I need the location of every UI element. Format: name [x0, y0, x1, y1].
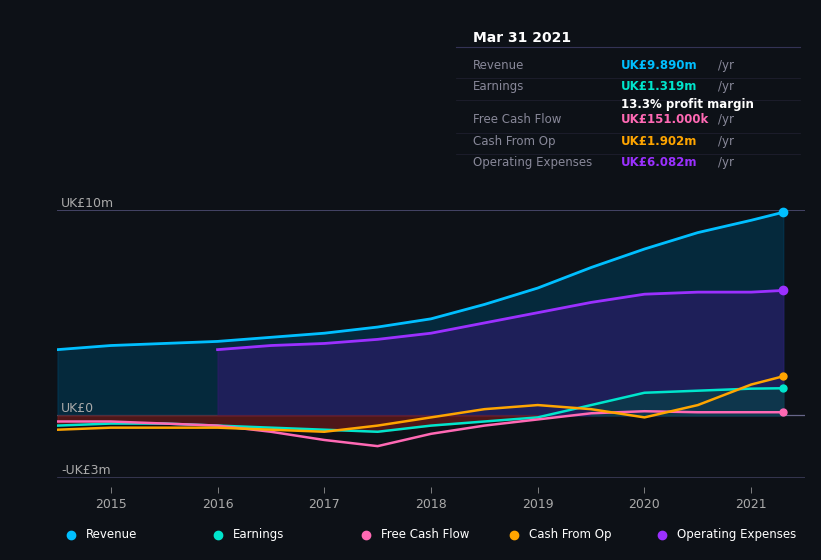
Text: Cash From Op: Cash From Op	[529, 528, 611, 542]
Text: /yr: /yr	[718, 59, 734, 72]
Text: UK£1.902m: UK£1.902m	[621, 134, 698, 148]
Text: /yr: /yr	[718, 134, 734, 148]
Text: UK£10m: UK£10m	[62, 197, 114, 210]
Text: Free Cash Flow: Free Cash Flow	[473, 113, 562, 126]
Text: /yr: /yr	[718, 156, 734, 169]
Text: -UK£3m: -UK£3m	[62, 464, 111, 477]
Text: UK£9.890m: UK£9.890m	[621, 59, 698, 72]
Text: Earnings: Earnings	[473, 80, 525, 93]
Text: Free Cash Flow: Free Cash Flow	[381, 528, 470, 542]
Text: Operating Expenses: Operating Expenses	[473, 156, 592, 169]
Text: /yr: /yr	[718, 113, 734, 126]
Text: UK£6.082m: UK£6.082m	[621, 156, 698, 169]
Text: Revenue: Revenue	[473, 59, 525, 72]
Text: Revenue: Revenue	[85, 528, 137, 542]
Text: UK£151.000k: UK£151.000k	[621, 113, 709, 126]
Text: 13.3% profit margin: 13.3% profit margin	[621, 98, 754, 111]
Text: UK£1.319m: UK£1.319m	[621, 80, 698, 93]
Text: Cash From Op: Cash From Op	[473, 134, 555, 148]
Text: Earnings: Earnings	[233, 528, 285, 542]
Text: Operating Expenses: Operating Expenses	[677, 528, 796, 542]
Text: UK£0: UK£0	[62, 402, 94, 416]
Text: Mar 31 2021: Mar 31 2021	[473, 30, 571, 45]
Text: /yr: /yr	[718, 80, 734, 93]
